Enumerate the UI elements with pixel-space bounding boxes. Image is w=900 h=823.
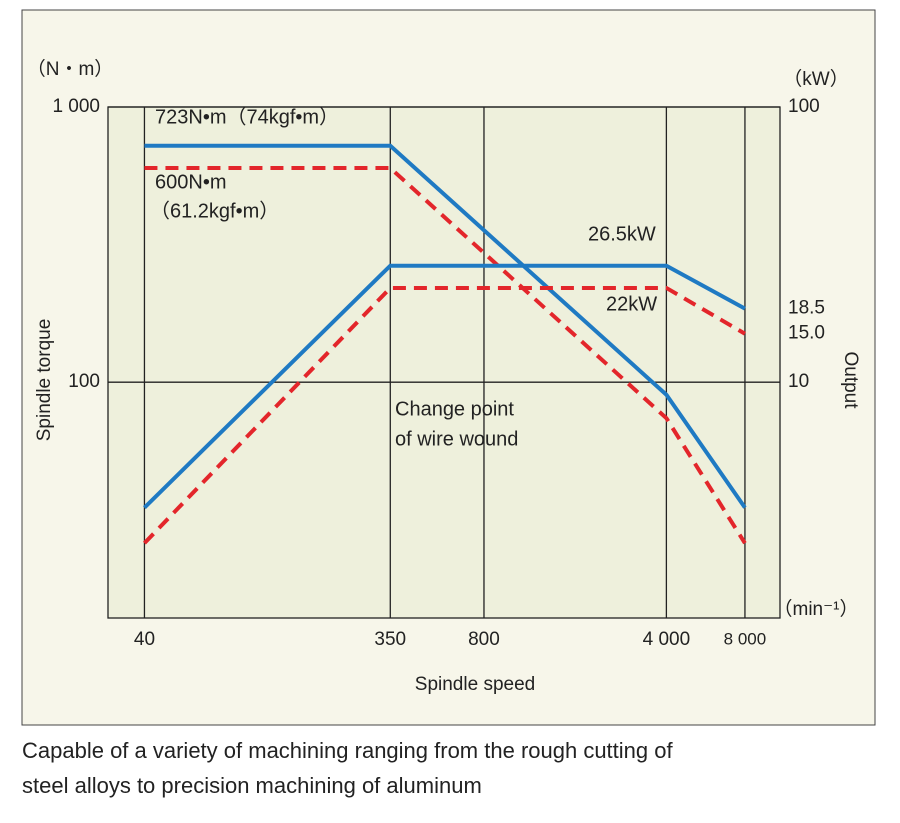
y2-tick-label: 18.5 — [788, 298, 825, 319]
series-line — [143, 263, 746, 510]
x-tick-label: 800 — [468, 629, 500, 650]
x-tick-label: 350 — [374, 629, 406, 650]
x-tick-label: 40 — [134, 629, 155, 650]
series-line — [144, 143, 747, 509]
annotation: 600N•m — [155, 171, 226, 193]
annotation: （61.2kgf•m） — [150, 199, 279, 222]
series-line — [144, 166, 747, 545]
annotation: 22kW — [606, 293, 657, 315]
x-unit: （min⁻¹） — [774, 598, 859, 620]
y2-tick-label: 100 — [788, 96, 820, 117]
x-tick-label: 4 000 — [643, 629, 691, 650]
y-axis-label: Spindle torque — [34, 319, 55, 442]
y2-unit: （kW） — [783, 68, 848, 90]
caption-line: Capable of a variety of machining rangin… — [22, 738, 673, 763]
annotation: of wire wound — [395, 428, 518, 450]
annotation: 723N•m（74kgf•m） — [155, 105, 339, 128]
y2-tick-label: 10 — [788, 371, 809, 392]
caption-line: steel alloys to precision machining of a… — [22, 773, 482, 798]
series-line — [143, 285, 746, 545]
y-tick-label: 100 — [68, 371, 100, 392]
y2-axis-label: Output — [840, 351, 861, 409]
x-axis-label: Spindle speed — [415, 674, 535, 695]
annotation: Change point — [395, 398, 514, 420]
x-tick-label: 8 000 — [724, 629, 767, 648]
y-unit: （N・m） — [27, 58, 114, 80]
y-tick-label: 1 000 — [52, 96, 100, 117]
annotation: 26.5kW — [588, 223, 656, 245]
y2-tick-label: 15.0 — [788, 323, 825, 344]
